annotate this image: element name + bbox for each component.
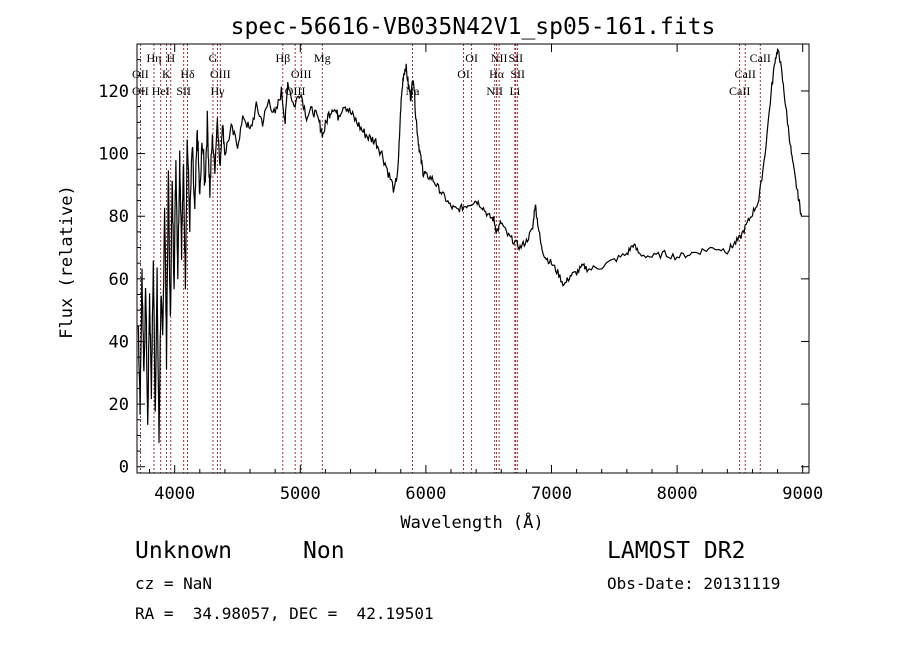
x-axis-label: Wavelength (Å) — [400, 511, 543, 533]
line-marker-label: CaII — [735, 67, 756, 81]
line-marker-label: K — [162, 67, 171, 81]
y-tick-label: 100 — [98, 145, 129, 165]
line-marker-label: SII — [508, 51, 523, 65]
y-tick-label: 0 — [119, 458, 129, 478]
line-marker-label: Hα — [489, 67, 505, 81]
line-marker-label: Hβ — [275, 51, 290, 65]
coordinates: RA = 34.98057, DEC = 42.19501 — [135, 604, 434, 623]
line-marker-label: Mg — [314, 51, 331, 65]
observation-date: Obs-Date: 20131119 — [607, 574, 781, 593]
line-marker-label: G — [209, 51, 218, 65]
line-marker-label: Hη — [146, 51, 161, 65]
line-marker-label: HeI — [152, 84, 170, 98]
line-marker-label: SII — [510, 67, 525, 81]
line-marker-label: Hδ — [180, 67, 195, 81]
x-axis-ticks: 4000 5000 6000 7000 8000 9000 — [149, 44, 823, 504]
line-marker-label: NII — [491, 51, 508, 65]
y-axis-label: Flux (relative) — [57, 185, 77, 339]
line-marker-label: Hγ — [211, 84, 226, 98]
line-marker-label: OI — [465, 51, 478, 65]
x-tick-label: 6000 — [405, 484, 446, 504]
line-marker-label: NII — [486, 84, 503, 98]
plot-frame — [136, 43, 810, 474]
line-marker-label: Li — [509, 84, 520, 98]
line-marker-label: CaII — [750, 51, 771, 65]
object-type: Unknown — [135, 538, 232, 564]
x-tick-label: 5000 — [280, 484, 321, 504]
y-tick-label: 40 — [109, 332, 129, 352]
line-marker-label: OIII — [210, 67, 231, 81]
y-tick-label: 80 — [109, 207, 129, 227]
line-marker-label: OI — [457, 67, 470, 81]
x-tick-label: 4000 — [154, 484, 195, 504]
survey-name: LAMOST DR2 — [607, 538, 746, 564]
y-tick-label: 20 — [109, 395, 129, 415]
y-tick-label: 120 — [98, 82, 129, 102]
chart-title: spec-56616-VB035N42V1_sp05-161.fits — [231, 14, 716, 40]
line-marker-label: OII — [132, 67, 149, 81]
line-marker-label: OIII — [291, 67, 312, 81]
object-subclass: Non — [303, 538, 345, 564]
line-marker-label: OIII — [285, 84, 306, 98]
x-tick-label: 8000 — [657, 484, 698, 504]
redshift-cz: cz = NaN — [135, 574, 213, 593]
line-marker-label: SII — [176, 84, 191, 98]
y-axis-ticks: 0 20 40 60 80 100 120 — [98, 59, 809, 478]
spectrum-line — [137, 48, 803, 443]
line-marker-label: CaII — [729, 84, 750, 98]
line-marker-label: H — [166, 51, 175, 65]
y-tick-label: 60 — [109, 270, 129, 290]
x-tick-label: 9000 — [782, 484, 823, 504]
x-tick-label: 7000 — [531, 484, 572, 504]
